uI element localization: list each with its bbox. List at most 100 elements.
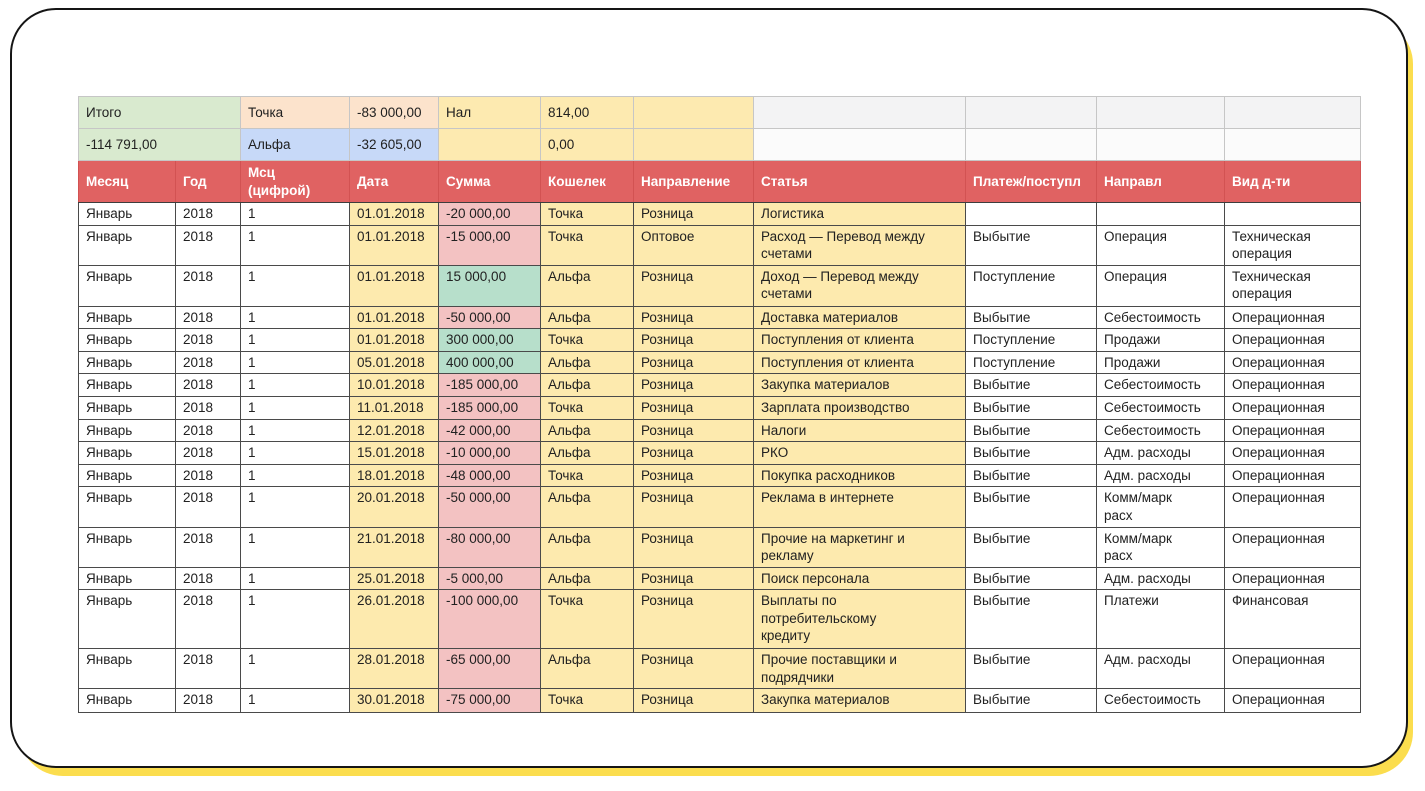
cell-direction[interactable]: Розница <box>633 441 755 465</box>
cell-activity[interactable]: Операционная <box>1224 441 1362 465</box>
summary-wallet-alfa-name-cell[interactable]: Альфа <box>240 128 351 161</box>
cell-payment[interactable]: Выбытие <box>965 305 1098 330</box>
cell-activity[interactable]: Операционная <box>1224 328 1362 352</box>
cell-activity[interactable]: Техническая операция <box>1224 264 1362 307</box>
cell-year[interactable]: 2018 <box>174 305 242 330</box>
cell-date[interactable]: 01.01.2018 <box>349 328 440 352</box>
cell-payment[interactable]: Выбытие <box>965 463 1098 488</box>
column-header-date[interactable]: Дата <box>349 160 440 203</box>
cell-msc[interactable]: 1 <box>240 648 351 690</box>
cell-article[interactable]: Закупка материалов <box>753 688 967 714</box>
cell-year[interactable]: 2018 <box>174 264 242 307</box>
cell-activity[interactable]: Операционная <box>1224 566 1362 591</box>
column-header-article[interactable]: Статья <box>753 160 967 203</box>
cell-year[interactable]: 2018 <box>174 526 242 568</box>
cell-direction[interactable]: Розница <box>633 526 755 568</box>
cell-sum[interactable]: -100 000,00 <box>438 589 542 650</box>
cell-msc[interactable]: 1 <box>240 202 351 226</box>
cell-year[interactable]: 2018 <box>174 486 242 528</box>
cell-activity[interactable] <box>1224 202 1362 226</box>
cell-wallet[interactable]: Точка <box>540 589 635 650</box>
cell-direction[interactable]: Розница <box>633 566 755 591</box>
cell-year[interactable]: 2018 <box>174 202 242 226</box>
cell-napravl[interactable]: Себестоимость <box>1096 305 1226 330</box>
cell-sum[interactable]: -5 000,00 <box>438 566 542 591</box>
summary-cash-value-cell[interactable]: 0,00 <box>540 128 635 161</box>
cell-payment[interactable]: Поступление <box>965 264 1098 307</box>
cell-year[interactable]: 2018 <box>174 418 242 443</box>
cell-napravl[interactable]: Себестоимость <box>1096 418 1226 443</box>
cell-month[interactable]: Январь <box>78 224 176 266</box>
cell-article[interactable]: Поступления от клиента <box>753 350 967 375</box>
cell-payment[interactable]: Поступление <box>965 350 1098 375</box>
cell-year[interactable]: 2018 <box>174 566 242 591</box>
cell-napravl[interactable]: Адм. расходы <box>1096 441 1226 465</box>
cell-sum[interactable]: -80 000,00 <box>438 526 542 568</box>
cell-date[interactable]: 10.01.2018 <box>349 373 440 398</box>
cell-wallet[interactable]: Альфа <box>540 441 635 465</box>
cell-activity[interactable]: Операционная <box>1224 418 1362 443</box>
column-header-sum[interactable]: Сумма <box>438 160 542 203</box>
cell-wallet[interactable]: Альфа <box>540 305 635 330</box>
column-header-month[interactable]: Месяц <box>78 160 176 203</box>
column-header-wallet[interactable]: Кошелек <box>540 160 635 203</box>
cell-date[interactable]: 01.01.2018 <box>349 305 440 330</box>
summary-empty-cell[interactable] <box>1224 128 1362 161</box>
cell-wallet[interactable]: Альфа <box>540 566 635 591</box>
cell-year[interactable]: 2018 <box>174 441 242 465</box>
cell-article[interactable]: Покупка расходников <box>753 463 967 488</box>
cell-sum[interactable]: -15 000,00 <box>438 224 542 266</box>
cell-date[interactable]: 11.01.2018 <box>349 396 440 420</box>
summary-empty-cell[interactable] <box>1096 96 1226 129</box>
cell-article[interactable]: Налоги <box>753 418 967 443</box>
summary-empty-cell[interactable] <box>753 96 967 129</box>
cell-payment[interactable]: Выбытие <box>965 526 1098 568</box>
cell-napravl[interactable]: Операция <box>1096 264 1226 307</box>
cell-payment[interactable] <box>965 202 1098 226</box>
cell-msc[interactable]: 1 <box>240 328 351 352</box>
cell-month[interactable]: Январь <box>78 463 176 488</box>
cell-direction[interactable]: Розница <box>633 373 755 398</box>
summary-empty-cell[interactable] <box>753 128 967 161</box>
summary-empty-cell[interactable] <box>1224 96 1362 129</box>
cell-direction[interactable]: Розница <box>633 418 755 443</box>
cell-napravl[interactable]: Комм/марк расх <box>1096 486 1226 528</box>
cell-date[interactable]: 28.01.2018 <box>349 648 440 690</box>
cell-payment[interactable]: Выбытие <box>965 441 1098 465</box>
cell-msc[interactable]: 1 <box>240 589 351 650</box>
cell-direction[interactable]: Розница <box>633 305 755 330</box>
column-header-year[interactable]: Год <box>174 160 242 203</box>
cell-direction[interactable]: Розница <box>633 463 755 488</box>
cell-activity[interactable]: Операционная <box>1224 486 1362 528</box>
cell-activity[interactable]: Операционная <box>1224 648 1362 690</box>
cell-year[interactable]: 2018 <box>174 373 242 398</box>
cell-sum[interactable]: -185 000,00 <box>438 396 542 420</box>
cell-payment[interactable]: Выбытие <box>965 396 1098 420</box>
cell-wallet[interactable]: Альфа <box>540 486 635 528</box>
column-header-napravl[interactable]: Направл <box>1096 160 1226 203</box>
cell-article[interactable]: Доставка материалов <box>753 305 967 330</box>
cell-sum[interactable]: 300 000,00 <box>438 328 542 352</box>
cell-article[interactable]: РКО <box>753 441 967 465</box>
cell-direction[interactable]: Розница <box>633 396 755 420</box>
cell-year[interactable]: 2018 <box>174 463 242 488</box>
cell-month[interactable]: Январь <box>78 202 176 226</box>
cell-napravl[interactable]: Адм. расходы <box>1096 648 1226 690</box>
cell-payment[interactable]: Выбытие <box>965 566 1098 591</box>
cell-napravl[interactable]: Продажи <box>1096 350 1226 375</box>
summary-empty-yellow-cell[interactable] <box>633 96 755 129</box>
cell-sum[interactable]: 15 000,00 <box>438 264 542 307</box>
cell-sum[interactable]: -185 000,00 <box>438 373 542 398</box>
cell-article[interactable]: Выплаты по потребительскому кредиту <box>753 589 967 650</box>
cell-article[interactable]: Поиск персонала <box>753 566 967 591</box>
cell-direction[interactable]: Розница <box>633 264 755 307</box>
cell-wallet[interactable]: Альфа <box>540 648 635 690</box>
cell-direction[interactable]: Розница <box>633 648 755 690</box>
cell-date[interactable]: 01.01.2018 <box>349 224 440 266</box>
cell-msc[interactable]: 1 <box>240 441 351 465</box>
cell-activity[interactable]: Техническая операция <box>1224 224 1362 266</box>
cell-sum[interactable]: 400 000,00 <box>438 350 542 375</box>
cell-date[interactable]: 01.01.2018 <box>349 264 440 307</box>
cell-payment[interactable]: Выбытие <box>965 486 1098 528</box>
cell-month[interactable]: Январь <box>78 526 176 568</box>
